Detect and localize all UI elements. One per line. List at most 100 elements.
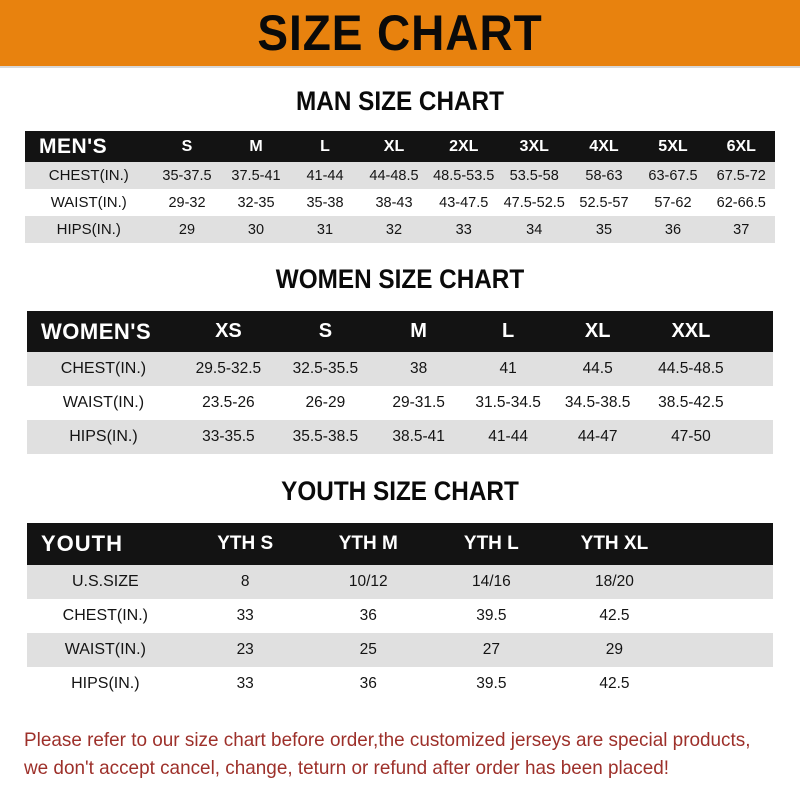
row-label: CHEST(IN.): [48, 167, 129, 184]
cell-spacer: [676, 565, 773, 599]
cell: 10/12: [348, 573, 388, 590]
youth-header-size: YTH L: [463, 533, 519, 554]
section-title-women: WOMEN SIZE CHART: [275, 264, 525, 294]
cell: 58-63: [585, 167, 623, 184]
cell: 34: [526, 221, 543, 238]
cell: 25: [359, 641, 377, 658]
cell: 29-32: [168, 194, 206, 211]
row-label: CHEST(IN.): [62, 607, 148, 624]
women-header-size: L: [502, 320, 515, 342]
cell-spacer: [676, 667, 773, 701]
cell: 42.5: [599, 607, 630, 624]
cell: 23.5-26: [202, 394, 255, 411]
table-row: WAIST(IN.) 23.5-26 26-29 29-31.5 31.5-34…: [27, 386, 773, 420]
cell: 41-44: [306, 167, 344, 184]
youth-header-size: YTH XL: [580, 533, 649, 554]
cell: 33: [236, 675, 254, 692]
page-banner: SIZE CHART: [0, 0, 800, 68]
man-header-size: 6XL: [726, 137, 756, 155]
cell: 23: [236, 641, 254, 658]
section-title-youth: YOUTH SIZE CHART: [281, 476, 519, 506]
man-header-size: 4XL: [589, 137, 619, 155]
women-size-table: WOMEN'S XS S M L XL XXL CHEST(IN.) 29.5-…: [27, 311, 773, 454]
cell: 42.5: [599, 675, 630, 692]
man-header-size: M: [249, 137, 263, 155]
cell: 35-38: [306, 194, 344, 211]
cell: 29-31.5: [392, 394, 445, 411]
cell: 29: [178, 221, 196, 238]
row-label: HIPS(IN.): [71, 675, 140, 692]
table-row: U.S.SIZE 8 10/12 14/16 18/20: [27, 565, 773, 599]
cell: 44.5: [582, 360, 613, 377]
cell: 18/20: [595, 573, 634, 590]
section-man: MAN SIZE CHART MEN'S S M L XL 2XL 3XL 4X…: [0, 88, 800, 243]
cell: 36: [359, 675, 377, 692]
cell: 43-47.5: [439, 194, 489, 211]
youth-table-head: YOUTH YTH S YTH M YTH L YTH XL: [27, 523, 773, 565]
women-table-head: WOMEN'S XS S M L XL XXL: [27, 311, 773, 352]
cell: 47.5-52.5: [503, 194, 565, 211]
cell-spacer: [676, 633, 773, 667]
table-row: WAIST(IN.) 29-32 32-35 35-38 38-43 43-47…: [25, 189, 775, 216]
cell: 62-66.5: [716, 194, 766, 211]
cell: 47-50: [671, 428, 711, 445]
cell: 35-37.5: [162, 167, 212, 184]
cell: 57-62: [654, 194, 692, 211]
cell: 36: [664, 221, 682, 238]
women-header-row: WOMEN'S XS S M L XL XXL: [27, 311, 773, 352]
table-row: CHEST(IN.) 35-37.5 37.5-41 41-44 44-48.5…: [25, 162, 775, 189]
cell: 39.5: [476, 675, 507, 692]
cell: 38.5-41: [392, 428, 445, 445]
cell-spacer: [739, 420, 773, 454]
cell: 37: [733, 221, 750, 238]
section-title-man: MAN SIZE CHART: [296, 86, 504, 116]
order-notice-line-2: we don't accept cancel, change, teturn o…: [24, 756, 670, 779]
cell: 33: [455, 221, 472, 238]
cell: 36: [359, 607, 377, 624]
cell: 44.5-48.5: [658, 360, 724, 377]
man-header-size: L: [320, 137, 330, 155]
table-row: WAIST(IN.) 23 25 27 29: [27, 633, 773, 667]
cell-spacer: [676, 599, 773, 633]
man-header-size: 3XL: [519, 137, 549, 155]
table-row: CHEST(IN.) 29.5-32.5 32.5-35.5 38 41 44.…: [27, 352, 773, 386]
cell: 33: [236, 607, 254, 624]
section-youth: YOUTH SIZE CHART YOUTH YTH S YTH M YTH L…: [0, 478, 800, 701]
youth-size-table: YOUTH YTH S YTH M YTH L YTH XL U.S.SIZE …: [27, 523, 773, 701]
man-table-head: MEN'S S M L XL 2XL 3XL 4XL 5XL 6XL: [25, 131, 775, 162]
cell: 31.5-34.5: [475, 394, 541, 411]
row-label: WAIST(IN.): [62, 394, 145, 411]
table-row: CHEST(IN.) 33 36 39.5 42.5: [27, 599, 773, 633]
women-header-size: M: [410, 320, 427, 342]
youth-header-size: YTH S: [217, 533, 274, 554]
youth-header-spacer: [676, 523, 773, 565]
cell: 31: [316, 221, 334, 238]
cell: 27: [482, 641, 500, 658]
cell: 38-43: [375, 194, 413, 211]
cell: 35.5-38.5: [292, 428, 359, 445]
cell: 32-35: [237, 194, 275, 211]
youth-header-rowlabel: YOUTH: [41, 531, 123, 556]
cell: 63-67.5: [648, 167, 698, 184]
women-table-body: CHEST(IN.) 29.5-32.5 32.5-35.5 38 41 44.…: [27, 352, 773, 454]
cell: 67.5-72: [716, 167, 766, 184]
cell-spacer: [739, 352, 773, 386]
man-header-row: MEN'S S M L XL 2XL 3XL 4XL 5XL 6XL: [25, 131, 775, 162]
cell-spacer: [739, 386, 773, 420]
youth-table-body: U.S.SIZE 8 10/12 14/16 18/20 CHEST(IN.) …: [27, 565, 773, 701]
row-label: HIPS(IN.): [69, 428, 138, 445]
cell: 35: [595, 221, 613, 238]
cell: 48.5-53.5: [433, 167, 495, 184]
man-size-table: MEN'S S M L XL 2XL 3XL 4XL 5XL 6XL CHEST…: [25, 131, 775, 243]
cell: 30: [247, 221, 265, 238]
cell: 8: [240, 573, 250, 590]
cell: 52.5-57: [579, 194, 629, 211]
cell: 44-47: [577, 428, 618, 445]
youth-header-size: YTH M: [338, 533, 398, 554]
cell: 53.5-58: [509, 167, 559, 184]
women-header-spacer: [739, 311, 773, 352]
cell: 41: [499, 360, 517, 377]
youth-header-row: YOUTH YTH S YTH M YTH L YTH XL: [27, 523, 773, 565]
cell: 32.5-35.5: [292, 360, 359, 377]
cell: 34.5-38.5: [564, 394, 631, 411]
